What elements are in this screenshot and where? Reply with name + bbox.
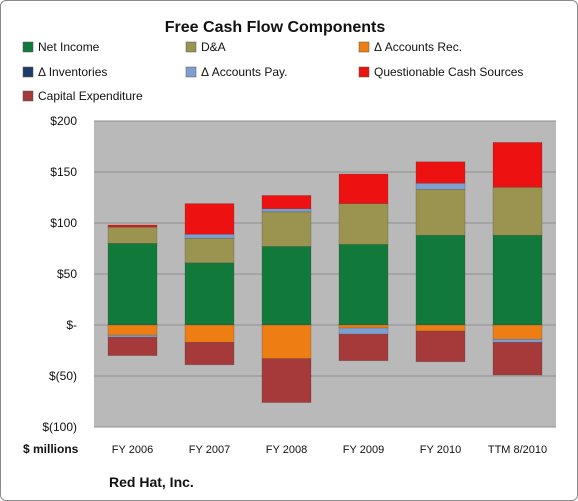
bar-danda [338,203,389,245]
bar-questionable-cash-sources [415,161,466,184]
legend-swatch [22,41,34,53]
bar-delta-accounts-rec [184,324,235,343]
bar-capital-expenditure [261,358,312,403]
legend-item-delta-accounts-rec: Δ Accounts Rec. [358,40,462,54]
y-tick-label: $(50) [49,369,77,383]
legend-label: D&A [201,40,226,54]
legend-swatch [358,41,370,53]
bar-danda [184,237,235,264]
legend-swatch [358,66,370,78]
bar-net-income [338,244,389,326]
x-tick-label: FY 2006 [112,444,153,456]
bar-capital-expenditure [107,336,158,356]
bar-net-income [492,234,543,326]
bar-capital-expenditure [492,341,543,376]
bar-questionable-cash-sources [184,203,235,235]
units-label: $ millions [23,442,79,456]
bar-delta-accounts-pay [415,182,466,190]
bars [107,142,543,403]
bar-net-income [415,234,466,326]
y-tick-label: $(100) [42,420,77,434]
bar-danda [492,186,543,236]
legend-label: Net Income [38,40,100,54]
bar-delta-accounts-rec [415,324,466,332]
x-tick-label: FY 2008 [266,444,307,456]
legend-item-capital-expenditure: Capital Expenditure [22,89,143,103]
bar-danda [107,226,158,244]
bar-capital-expenditure [184,341,235,366]
y-tick-label: $- [66,318,77,332]
legend-item-net-income: Net Income [22,40,100,54]
company-name: Red Hat, Inc. [109,474,194,490]
bar-delta-accounts-pay [492,338,543,343]
legend-item-danda: D&A [185,40,226,54]
bar-delta-accounts-rec [261,324,312,360]
bar-capital-expenditure [415,330,466,363]
bar-net-income [184,262,235,326]
legend-label: Δ Inventories [38,65,107,79]
legend-item-delta-inventories: Δ Inventories [22,65,107,79]
chart-title: Free Cash Flow Components [165,19,386,36]
x-axis-ticks: FY 2006 FY 2007 FY 2008 FY 2009 FY 2010 TTM 8… [112,444,547,456]
legend-swatch [185,66,197,78]
bar-delta-accounts-rec [492,324,543,340]
y-tick-label: $50 [57,267,77,281]
legend-label: Questionable Cash Sources [374,65,523,79]
legend-item-delta-accounts-pay: Δ Accounts Pay. [185,65,288,79]
y-tick-label: $150 [50,165,77,179]
x-tick-label: TTM 8/2010 [488,444,547,456]
legend: Net Income D&A Δ Accounts Rec. Δ Inventorie… [22,40,523,103]
legend-item-questionable-cash-sources: Questionable Cash Sources [358,65,523,79]
x-tick-label: FY 2007 [189,444,230,456]
bar-questionable-cash-sources [338,173,389,204]
legend-swatch [185,41,197,53]
bar-capital-expenditure [338,333,389,362]
bar-questionable-cash-sources [107,224,158,228]
y-tick-label: $100 [50,216,77,230]
bar-delta-accounts-rec [338,324,389,329]
bar-danda [415,188,466,236]
legend-label: Δ Accounts Rec. [374,40,462,54]
gridlines [94,120,556,428]
bar-danda [261,211,312,247]
y-axis-ticks: $200 $150 $100 $50 $- $(50) $(100) [42,114,77,434]
x-tick-label: FY 2010 [420,444,461,456]
bar-questionable-cash-sources [261,195,312,210]
bar-delta-accounts-pay [338,327,389,335]
bar-delta-accounts-rec [107,324,158,336]
legend-swatch [22,66,34,78]
y-tick-label: $200 [50,114,77,128]
bar-delta-accounts-pay [184,233,235,239]
bar-delta-accounts-pay [261,208,312,213]
legend-label: Δ Accounts Pay. [201,65,288,79]
legend-label: Capital Expenditure [38,89,143,103]
bar-net-income [107,243,158,326]
bar-questionable-cash-sources [492,142,543,188]
x-tick-label: FY 2009 [343,444,384,456]
bar-net-income [261,246,312,326]
legend-swatch [22,90,34,102]
